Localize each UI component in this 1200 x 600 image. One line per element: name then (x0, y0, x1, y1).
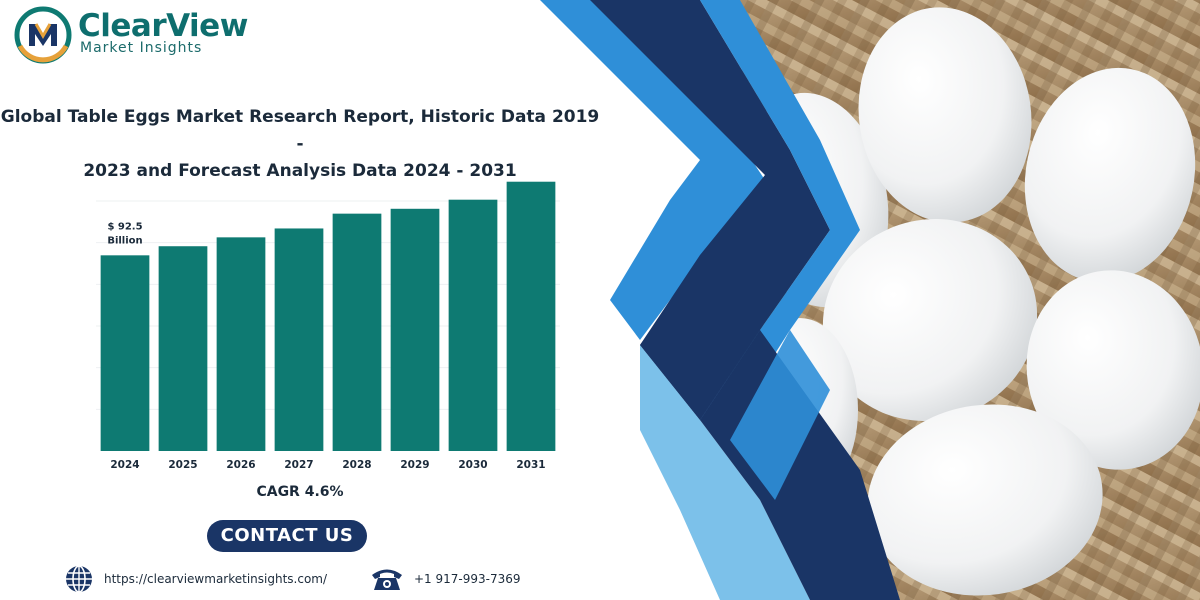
bar-2024 (100, 255, 150, 451)
phone-link[interactable]: +1 917-993-7369 (370, 566, 521, 592)
bar-2025 (158, 246, 208, 451)
brand-logo[interactable]: ClearView Market Insights (14, 6, 274, 64)
globe-icon (66, 565, 92, 593)
x-tick-label: 2029 (400, 459, 429, 471)
clearview-logo-icon (14, 6, 72, 64)
x-tick-label: 2025 (168, 459, 197, 471)
report-title-line-2: 2023 and Forecast Analysis Data 2024 - 2… (83, 161, 517, 181)
bar-2029 (390, 208, 440, 451)
website-link[interactable]: https://clearviewmarketinsights.com/ (64, 565, 328, 593)
x-tick-label: 2024 (110, 459, 139, 471)
bar-2026 (216, 237, 266, 451)
data-label: Billion (513, 172, 548, 173)
cagr-label: CAGR 4.6% (256, 484, 344, 500)
brand-tagline: Market Insights (80, 40, 203, 56)
contact-us-button[interactable]: CONTACT US (207, 520, 367, 552)
telephone-icon (372, 569, 402, 590)
market-size-bar-chart: 2024 $ 92.5 Billion 2025 2026 2027 2028 2029 203… (96, 172, 560, 471)
x-tick-label: 2030 (458, 459, 487, 471)
website-url: https://clearviewmarketinsights.com/ (104, 572, 328, 586)
bar-2031 (506, 181, 556, 451)
data-label: Billion (107, 235, 142, 246)
brand-name: ClearView (78, 8, 248, 44)
x-tick-label: 2026 (226, 459, 255, 471)
x-tick-label: 2027 (284, 459, 313, 471)
bar-2028 (332, 213, 382, 451)
bar-2030 (448, 199, 498, 451)
data-label: $ 92.5 (107, 221, 142, 232)
x-tick-label: 2031 (516, 459, 545, 471)
phone-number: +1 917-993-7369 (414, 572, 521, 586)
x-tick-label: 2028 (342, 459, 371, 471)
report-title-line-1: Global Table Eggs Market Research Report… (0, 107, 600, 154)
report-title: Global Table Eggs Market Research Report… (0, 104, 600, 185)
bar-2027 (274, 228, 324, 451)
